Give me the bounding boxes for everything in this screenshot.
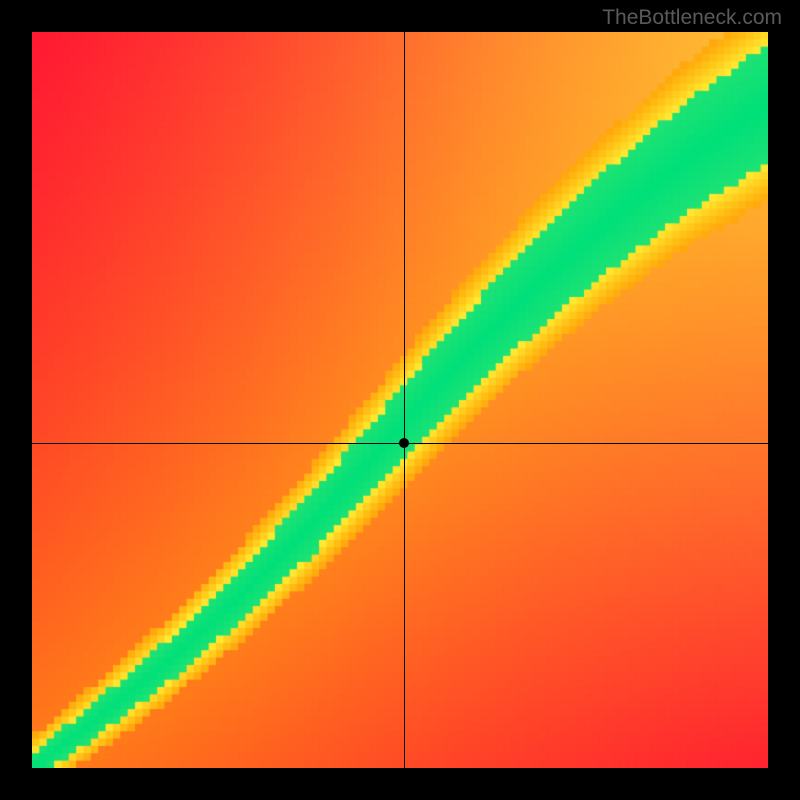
heatmap-canvas — [32, 32, 768, 768]
crosshair-marker — [399, 438, 409, 448]
watermark-text: TheBottleneck.com — [602, 6, 782, 30]
plot-area — [32, 32, 768, 768]
crosshair-vertical — [404, 32, 405, 768]
